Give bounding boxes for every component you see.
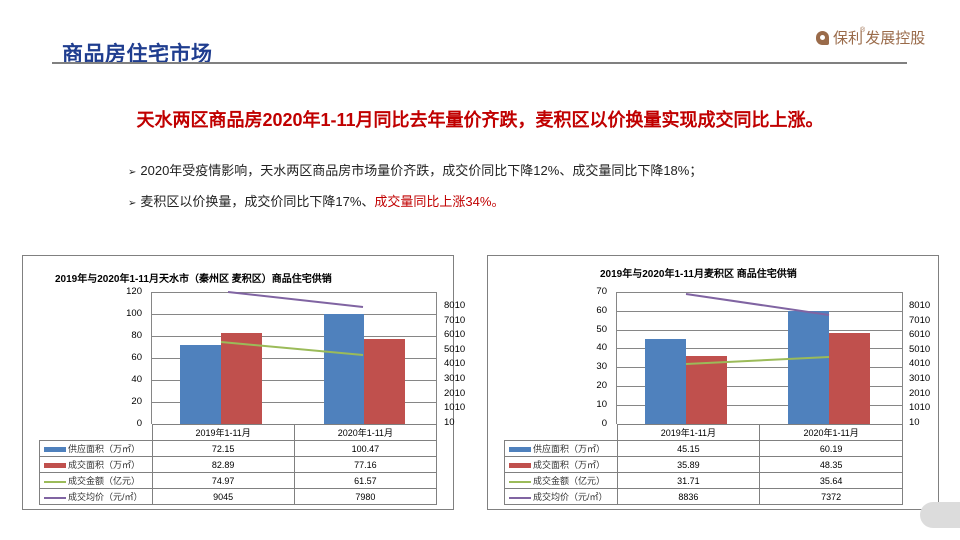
y2-tick: 4010 [909,358,931,369]
table-row: 成交面积（万㎡） 82.89 77.16 [39,456,438,473]
logo-mark-icon [816,30,829,45]
bullet-1: ➢ 2020年受疫情影响，天水两区商品房市场量价齐跌，成交价同比下降12%、成交量… [128,163,703,178]
data-table: 2019年1-11月 2020年1-11月 供应面积（万㎡） 72.15 100.… [39,424,438,505]
highlight-text: 成交量同比上涨34%。 [374,194,505,209]
category-label: 2020年1-11月 [759,424,903,441]
table-row: 成交金额（亿元） 31.71 35.64 [504,472,903,489]
logo-text: 保利®发展控股 [833,27,926,47]
y2-tick: 6010 [909,329,931,340]
page-title: 商品房住宅市场 [62,43,213,66]
y2-tick: 1010 [444,402,466,413]
y2-tick: 8010 [909,300,931,311]
y-tick: 120 [126,286,142,297]
legend-swatch-avg-price [509,496,531,499]
y2-tick: 10 [909,417,920,428]
y2-tick: 2010 [444,388,466,399]
page-nav-pill[interactable] [920,502,960,528]
y-tick: 0 [136,418,142,429]
y-tick: 0 [601,418,607,429]
y-tick: 20 [131,396,142,407]
bar-deal-area-2020 [829,333,870,424]
table-row: 供应面积（万㎡） 45.15 60.19 [504,440,903,457]
y2-tick: 5010 [909,344,931,355]
y-tick: 30 [596,361,607,372]
legend-swatch-deal-area [509,463,531,469]
y-tick: 60 [596,305,607,316]
y2-tick: 6010 [444,329,466,340]
y2-tick: 7010 [444,315,466,326]
bar-deal-area-2019 [221,333,262,424]
y2-tick: 1010 [909,402,931,413]
y-tick: 100 [126,308,142,319]
y-tick: 80 [131,330,142,341]
bar-supply-2019 [180,345,221,424]
data-table: 2019年1-11月 2020年1-11月 供应面积（万㎡） 45.15 60.1… [504,424,903,505]
bar-supply-2020 [788,311,829,424]
y2-tick: 3010 [909,373,931,384]
title-divider [52,62,907,64]
legend-swatch-deal-area [44,463,66,469]
table-row: 成交均价（元/㎡） 8836 7372 [504,488,903,505]
y2-tick: 3010 [444,373,466,384]
legend-swatch-deal-amount [509,480,531,483]
table-row: 供应面积（万㎡） 72.15 100.47 [39,440,438,457]
bar-deal-area-2020 [364,339,405,424]
y2-tick: 7010 [909,315,931,326]
bar-supply-2020 [324,314,364,424]
y2-tick: 4010 [444,358,466,369]
bullet-2: ➢ 麦积区以价换量，成交价同比下降17%、成交量同比上涨34%。 [128,194,505,209]
y-tick: 40 [131,374,142,385]
y2-tick: 10 [444,417,455,428]
y-tick: 40 [596,342,607,353]
y2-tick: 2010 [909,388,931,399]
y-tick: 50 [596,324,607,335]
company-logo: 保利®发展控股 [816,27,925,48]
y2-tick: 8010 [444,300,466,311]
legend-swatch-supply [509,447,531,453]
y-tick: 20 [596,380,607,391]
headline: 天水两区商品房2020年1-11月同比去年量价齐跌，麦积区以价换量实现成交同比上… [136,110,824,130]
y-tick: 10 [596,399,607,410]
table-row: 成交均价（元/㎡） 9045 7980 [39,488,438,505]
chart-title: 2019年与2020年1-11月麦积区 商品住宅供销 [600,269,797,280]
arrow-bullet-icon: ➢ [128,167,137,178]
table-row: 成交金额（亿元） 74.97 61.57 [39,472,438,489]
legend-swatch-supply [44,447,66,453]
y2-tick: 5010 [444,344,466,355]
category-label: 2019年1-11月 [616,424,761,441]
bar-supply-2019 [645,339,686,424]
arrow-bullet-icon: ➢ [128,198,137,209]
legend-swatch-avg-price [44,496,66,499]
legend-swatch-deal-amount [44,480,66,483]
y-tick: 70 [596,286,607,297]
y-tick: 60 [131,352,142,363]
bar-deal-area-2019 [686,356,727,424]
chart-title: 2019年与2020年1-11月天水市（秦州区 麦积区）商品住宅供销 [55,274,332,285]
table-row: 成交面积（万㎡） 35.89 48.35 [504,456,903,473]
